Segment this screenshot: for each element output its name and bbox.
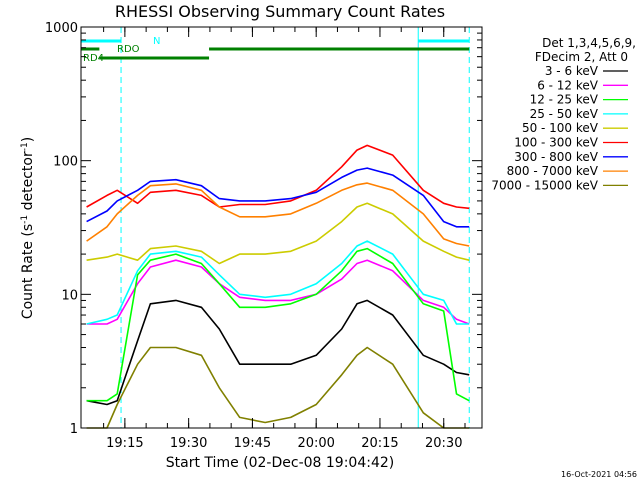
x-tick-label: 20:00 [297,436,334,451]
series-line-6 [86,167,470,228]
footer-timestamp: 16-Oct-2021 04:56 [561,470,637,479]
x-tick-label: 19:15 [106,436,143,451]
legend-label: 6 - 12 keV [537,78,599,92]
series-line-8 [86,346,470,429]
y-axis-label: Count Rate (s-1 detector-1) [20,137,36,319]
legend-label: 7000 - 15000 keV [491,178,598,192]
legend-label: 12 - 25 keV [530,93,599,107]
legend-header-line-2: FDecim 2, Att 0 [535,50,628,64]
y-tick-label: 1000 [45,21,78,36]
chart-title: RHESSI Observing Summary Count Rates [115,2,445,21]
series-line-7 [86,182,470,247]
legend-header-line-1: Det 1,3,4,5,6,9, [542,36,636,50]
series-line-0 [86,299,470,406]
series-line-2 [86,247,470,402]
series-line-4 [86,202,470,265]
y-ticks: 1 10 100 1000 [45,21,482,437]
x-axis-label: Start Time (02-Dec-08 19:04:42) [166,455,394,471]
flag-label-rd4: RD4 [83,53,104,64]
series-line-3 [86,240,470,325]
legend-label: 50 - 100 keV [522,121,599,135]
x-tick-label: 19:45 [234,436,271,451]
legend-label: 100 - 300 keV [514,136,598,150]
flag-label-rdo: RDO [117,44,140,55]
x-tick-label: 20:15 [361,436,398,451]
flag-label-n: N [153,36,160,47]
flags-layer: N RDO RD4 [80,27,470,428]
legend-label: 800 - 7000 keV [507,164,599,178]
plot-frame [80,26,483,429]
y-tick-label: 100 [53,155,78,170]
x-ticks: 19:15 19:30 19:45 20:00 20:15 20:30 [103,27,466,451]
legend-label: 25 - 50 keV [530,107,599,121]
legend-label: 3 - 6 keV [545,64,599,78]
y-tick-label: 10 [61,288,78,303]
series-line-1 [86,259,470,325]
x-tick-label: 19:30 [170,436,207,451]
x-tick-label: 20:30 [425,436,462,451]
series-layer [86,144,470,429]
series-line-5 [86,144,470,210]
y-tick-label: 1 [70,422,78,437]
legend-label: 300 - 800 keV [514,150,598,164]
